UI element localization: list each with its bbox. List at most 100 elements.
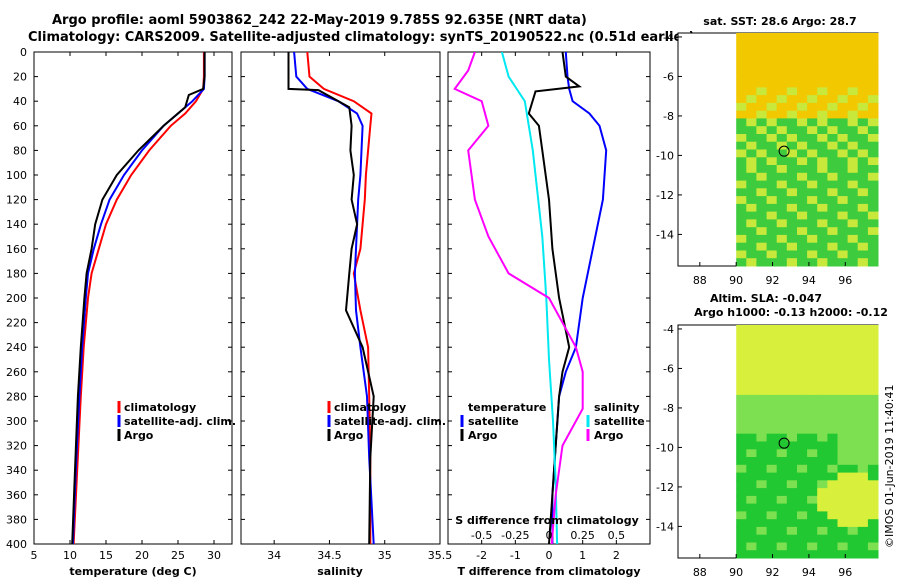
- map-cell: [756, 250, 767, 259]
- map-cell: [776, 48, 788, 57]
- map-cell: [857, 449, 869, 458]
- lon-tick-label: 96: [838, 566, 852, 579]
- map-cell: [786, 348, 798, 357]
- map-cell: [807, 542, 818, 551]
- map-cell: [837, 219, 849, 228]
- map-cell: [797, 227, 808, 236]
- legend-argo: Argo: [124, 429, 154, 442]
- map-cell: [756, 56, 767, 65]
- map-cell: [797, 464, 808, 474]
- map-cell: [786, 242, 798, 251]
- map-cell: [786, 387, 798, 396]
- map-cell: [837, 457, 849, 466]
- map-cell: [736, 180, 747, 189]
- map-cell: [857, 165, 869, 174]
- map-cell: [847, 503, 859, 512]
- map-cell: [756, 64, 767, 73]
- map-cell: [807, 480, 818, 489]
- map-cell: [807, 550, 818, 559]
- map-cell: [847, 394, 859, 404]
- map-cell: [817, 157, 828, 166]
- map-cell: [857, 56, 869, 65]
- map-cell: [746, 433, 757, 442]
- map-cell: [837, 441, 849, 450]
- map-cell: [766, 348, 778, 357]
- map-cell: [837, 348, 849, 357]
- map-cell: [847, 332, 859, 342]
- map-cell: [827, 188, 838, 197]
- map-cell: [857, 394, 869, 404]
- map-cell: [776, 503, 788, 512]
- depth-tick-label: 200: [6, 292, 27, 305]
- map-cell: [746, 371, 757, 380]
- map-cell: [766, 149, 778, 158]
- x-tick-label: -1: [510, 549, 521, 562]
- map-cell: [756, 526, 767, 536]
- map-cell: [797, 118, 808, 127]
- map-cell: [746, 457, 757, 466]
- map-cell: [827, 33, 838, 42]
- map-cell: [776, 234, 788, 244]
- map-cell: [817, 134, 828, 143]
- map-cell: [756, 71, 767, 81]
- map-cell: [827, 441, 838, 450]
- map-cell: [847, 371, 859, 380]
- map-cell: [786, 472, 798, 481]
- map-cell: [867, 526, 879, 536]
- map-cell: [827, 64, 838, 73]
- map-cell: [847, 234, 859, 244]
- title-line-2: Climatology: CARS2009. Satellite-adjuste…: [28, 30, 695, 45]
- map-cell: [776, 457, 788, 466]
- map-cell: [867, 71, 879, 81]
- map-cell: [817, 33, 828, 42]
- map-cell: [786, 410, 798, 419]
- map-cell: [736, 149, 747, 158]
- map-cell: [837, 64, 849, 73]
- map-cell: [756, 387, 767, 396]
- series-line-climatology: [306, 52, 373, 544]
- map-cell: [857, 71, 869, 81]
- map-cell: [857, 495, 869, 505]
- map-cell: [807, 149, 818, 158]
- map-cell: [736, 449, 747, 458]
- lon-tick-label: 94: [802, 566, 816, 579]
- map-cell: [817, 426, 828, 435]
- map-cell: [817, 379, 828, 388]
- map-cell: [847, 165, 859, 174]
- difference-legend: temperature satellite Argo salinity sate…: [460, 401, 645, 442]
- map-cell: [807, 472, 818, 481]
- map-cell: [766, 227, 778, 236]
- series-line-satellite-adj-clim-: [293, 52, 375, 544]
- map-cell: [736, 211, 747, 220]
- map-cell: [857, 157, 869, 166]
- map-cell: [756, 426, 767, 435]
- map-cell: [807, 110, 818, 119]
- map-cell: [807, 118, 818, 127]
- map-cell: [827, 102, 838, 112]
- map-cell: [766, 196, 778, 205]
- map-cell: [746, 526, 757, 536]
- map-cell: [766, 33, 778, 42]
- map-cell: [857, 227, 869, 236]
- map-cell: [797, 379, 808, 388]
- map-cell: [797, 33, 808, 42]
- map-cell: [827, 426, 838, 435]
- map-cell: [797, 418, 808, 427]
- map-cell: [807, 157, 818, 166]
- depth-tick-label: 300: [6, 415, 27, 428]
- map-cell: [746, 180, 757, 189]
- map-cell: [776, 387, 788, 396]
- map-cell: [817, 441, 828, 450]
- map-cell: [776, 250, 788, 259]
- map-cell: [807, 534, 818, 543]
- map-cell: [746, 211, 757, 220]
- map-cell: [837, 56, 849, 65]
- map-cell: [827, 134, 838, 143]
- map-cell: [847, 519, 859, 528]
- map-cell: [837, 340, 849, 349]
- map-cell: [776, 79, 788, 88]
- map-cell: [746, 472, 757, 481]
- map-cell: [837, 258, 849, 267]
- map-cell: [786, 371, 798, 380]
- map-cell: [736, 503, 747, 512]
